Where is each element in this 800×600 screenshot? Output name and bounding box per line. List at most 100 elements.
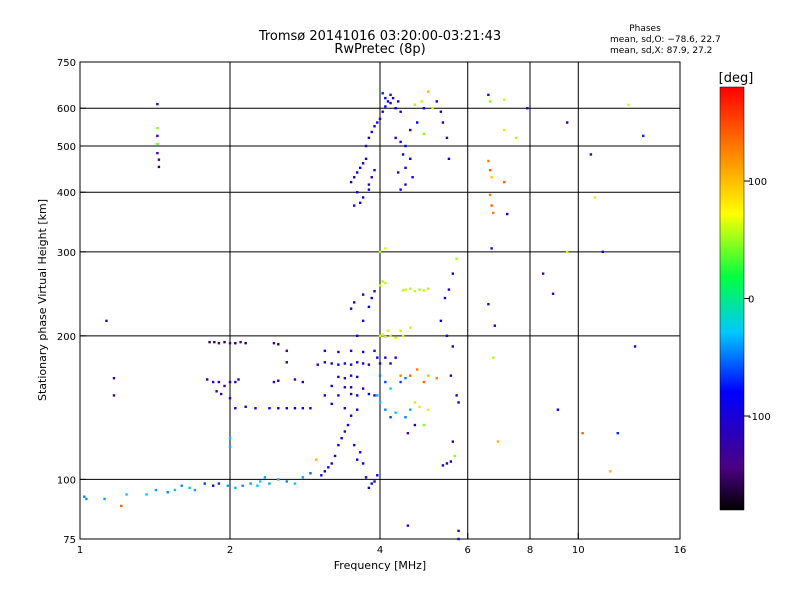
data-point <box>449 374 453 377</box>
data-point <box>394 356 397 359</box>
data-point <box>526 107 529 110</box>
data-point <box>103 497 106 501</box>
data-point <box>352 443 356 447</box>
data-point <box>333 454 337 458</box>
data-point <box>367 363 371 366</box>
data-point <box>376 474 379 477</box>
data-point <box>285 349 288 353</box>
data-point <box>378 284 382 287</box>
y-tick-label-0: 75 <box>63 535 76 546</box>
data-point <box>346 423 350 427</box>
y-axis-label: Stationary phase Virtual Height [km] <box>36 199 49 401</box>
data-point <box>315 458 318 461</box>
data-point <box>154 488 158 492</box>
data-point <box>361 162 365 165</box>
data-point <box>217 380 221 384</box>
data-point <box>453 454 456 458</box>
data-point <box>330 362 333 365</box>
data-point <box>343 430 347 433</box>
data-point <box>211 484 215 487</box>
data-point <box>389 334 392 338</box>
data-point <box>156 102 159 106</box>
data-point <box>358 166 362 170</box>
chart-title: Tromsø 20141016 03:20:00-03:21:43 <box>258 29 501 44</box>
data-point <box>431 107 434 110</box>
data-point <box>384 408 387 411</box>
data-point <box>384 356 387 359</box>
data-point <box>488 100 492 103</box>
data-point <box>337 443 340 447</box>
data-point <box>443 296 447 300</box>
data-point <box>404 183 407 186</box>
data-point <box>125 493 128 496</box>
data-point <box>378 250 382 254</box>
data-point <box>490 247 493 250</box>
data-point <box>277 343 280 346</box>
x-tick-label-3: 6 <box>465 545 471 556</box>
data-point <box>145 493 148 496</box>
data-point <box>413 401 417 404</box>
data-point <box>389 101 392 105</box>
data-point <box>309 407 312 410</box>
data-point <box>487 302 490 306</box>
data-point <box>409 128 412 132</box>
data-point <box>404 376 407 380</box>
data-point <box>361 462 365 465</box>
data-point <box>241 484 244 487</box>
data-point <box>156 134 159 138</box>
data-point <box>441 121 445 124</box>
data-point <box>384 281 387 285</box>
data-point <box>293 407 297 410</box>
data-point <box>213 340 216 344</box>
data-point <box>272 380 276 384</box>
data-point <box>349 363 353 366</box>
data-point <box>445 334 449 338</box>
data-point <box>593 196 597 199</box>
data-point <box>373 349 376 353</box>
data-point <box>349 414 353 417</box>
data-point <box>378 401 382 404</box>
data-point <box>215 390 218 393</box>
data-point <box>217 482 221 485</box>
data-point <box>565 121 569 124</box>
data-point <box>228 396 232 400</box>
data-point <box>399 140 402 144</box>
data-point <box>406 524 410 527</box>
data-point <box>367 305 371 309</box>
data-point <box>427 374 430 377</box>
data-point <box>399 329 402 332</box>
data-point <box>451 345 455 348</box>
data-point <box>409 374 412 377</box>
data-point <box>263 476 267 479</box>
data-point <box>355 171 359 174</box>
data-point <box>409 157 412 161</box>
data-point <box>323 349 327 353</box>
data-point <box>323 470 327 473</box>
chart-subtitle: RwPretec (8p) <box>334 42 425 57</box>
data-point <box>490 176 493 179</box>
data-point <box>364 157 368 161</box>
data-point <box>556 408 560 411</box>
data-point <box>451 440 455 443</box>
data-point <box>396 100 400 103</box>
data-point <box>343 376 347 380</box>
data-point <box>490 204 493 207</box>
data-point <box>223 384 226 388</box>
data-point <box>370 176 373 179</box>
data-point <box>384 105 387 108</box>
data-point <box>373 480 376 483</box>
data-point <box>355 458 359 461</box>
grid-lines <box>80 62 680 539</box>
data-point <box>411 176 414 179</box>
data-point <box>376 356 379 359</box>
data-point <box>373 394 376 397</box>
data-point <box>422 107 426 110</box>
data-point <box>349 349 353 353</box>
data-point <box>384 247 387 250</box>
data-point <box>228 380 232 384</box>
data-points <box>83 90 645 541</box>
data-point <box>439 110 443 113</box>
data-point <box>616 431 619 435</box>
data-point <box>376 394 379 397</box>
